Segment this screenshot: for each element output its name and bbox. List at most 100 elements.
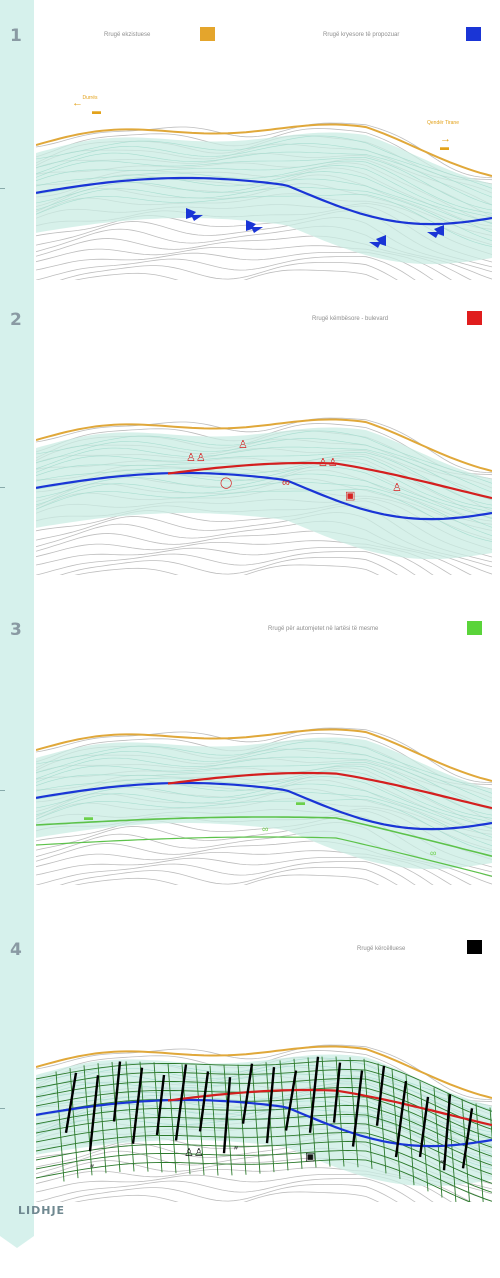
footer-title: LIDHJE — [18, 1204, 66, 1217]
footprint-icon: ″ — [90, 1163, 94, 1175]
crossing-road-line — [198, 1071, 210, 1132]
contour-line — [36, 256, 416, 280]
footprint-icon: ″ — [234, 1145, 238, 1157]
bicycle-icon: ∞ — [430, 848, 437, 858]
hatch-line — [36, 165, 492, 218]
grid-line — [125, 1061, 135, 1172]
crossing-road-line — [174, 1064, 188, 1141]
grid-line — [349, 1057, 359, 1168]
grid-line — [433, 1087, 443, 1198]
existing-road-line — [36, 728, 492, 782]
grid-line — [391, 1068, 401, 1180]
hatch-line — [36, 473, 492, 528]
grid-line — [69, 1068, 79, 1179]
hatch-line — [36, 151, 492, 206]
legend-swatch-vehicle-road — [467, 621, 482, 635]
hatch-line — [36, 1087, 492, 1140]
crossing-road-line — [418, 1096, 430, 1158]
strip-tick — [0, 790, 5, 791]
boulevard-line — [167, 461, 492, 500]
terrain-panel-4 — [36, 1012, 492, 1202]
contour-line — [59, 1184, 398, 1202]
grid-line — [363, 1058, 373, 1169]
crossing-road-line — [64, 1072, 78, 1134]
crossing-road-line — [461, 1108, 474, 1169]
hatch-line — [36, 143, 492, 198]
hatch-line — [36, 430, 492, 484]
car-icon: ▬ — [296, 797, 305, 807]
walking-icon: ♙♙ — [318, 457, 338, 469]
crossing-road-line — [112, 1061, 122, 1122]
terrain-map-2 — [36, 417, 492, 575]
grid-line — [419, 1081, 429, 1192]
grid-line — [83, 1065, 93, 1176]
crossing-road-line — [442, 1094, 452, 1171]
hatched-area — [36, 132, 492, 265]
grid-line — [36, 1096, 492, 1148]
crossing-road-line — [332, 1062, 342, 1123]
contour-line — [74, 874, 380, 885]
grid-line — [36, 1132, 492, 1184]
contour-line — [36, 856, 434, 885]
contour-line — [36, 1173, 434, 1202]
walking-icon: ♙♙ — [184, 1147, 204, 1159]
grid-line — [279, 1060, 289, 1171]
main-road-line — [36, 1098, 492, 1148]
step-number-2: 2 — [10, 310, 22, 330]
hatched-area — [36, 737, 492, 870]
step-number-4: 4 — [10, 940, 22, 960]
legend-swatch-crossing-road — [467, 940, 482, 954]
crossing-road-line — [394, 1080, 408, 1158]
hatched-area — [36, 1054, 492, 1187]
bench-icon: ▣ — [305, 1151, 316, 1163]
hatch-line — [36, 482, 492, 536]
crossing-road-line — [222, 1077, 232, 1154]
legend-label-boulevard: Rrugë këmbësore - bulevard — [312, 316, 389, 322]
arrow-icon — [369, 235, 386, 248]
legend-label-vehicle-road: Rrugë për automjetet në lartësi të mesme — [268, 626, 379, 632]
contour-line — [36, 1044, 492, 1101]
grid-line — [55, 1071, 65, 1182]
grid-line — [377, 1063, 387, 1174]
grid-line — [321, 1056, 331, 1167]
arrow-right-icon: → — [440, 133, 451, 145]
existing-road-line — [36, 1045, 492, 1099]
grid-line — [251, 1063, 261, 1174]
hatch-line — [36, 1100, 492, 1155]
side-strip-arrow — [0, 1236, 34, 1248]
strip-tick — [0, 487, 5, 488]
contour-line — [74, 269, 380, 280]
legend-swatch-boulevard — [467, 311, 482, 325]
contour-line — [36, 551, 416, 575]
crossing-road-line — [308, 1056, 320, 1133]
contour-line — [74, 1191, 380, 1202]
main-road-line — [36, 176, 492, 226]
hatch-line — [36, 135, 492, 189]
terrain-map-3 — [36, 727, 492, 885]
grid-line — [237, 1064, 247, 1175]
crossing-road-line — [88, 1075, 100, 1152]
crossing-road-line — [375, 1065, 386, 1126]
contour-line — [36, 251, 434, 280]
hatch-line — [36, 489, 492, 542]
walking-icon: ♙ — [238, 439, 248, 451]
bicycle-icon: ∞ — [262, 824, 269, 834]
grid-line — [97, 1063, 107, 1174]
hatch-line — [36, 194, 492, 247]
grid-line — [36, 1105, 492, 1157]
strip-tick — [0, 1108, 5, 1109]
hatch-line — [36, 783, 492, 838]
grid-line — [167, 1063, 177, 1174]
hatch-line — [36, 438, 492, 493]
hatch-line — [36, 446, 492, 501]
terrain-panel-3 — [36, 695, 492, 885]
hatch-line — [36, 1065, 492, 1120]
hatch-line — [36, 160, 492, 214]
hatch-line — [36, 1116, 492, 1169]
grid-line — [223, 1065, 233, 1176]
grid-line — [36, 1150, 492, 1202]
car-icon: ▬ — [84, 812, 93, 822]
vehicle-road-line — [36, 836, 492, 877]
crossing-road-line — [131, 1067, 144, 1144]
hatch-line — [36, 770, 492, 823]
